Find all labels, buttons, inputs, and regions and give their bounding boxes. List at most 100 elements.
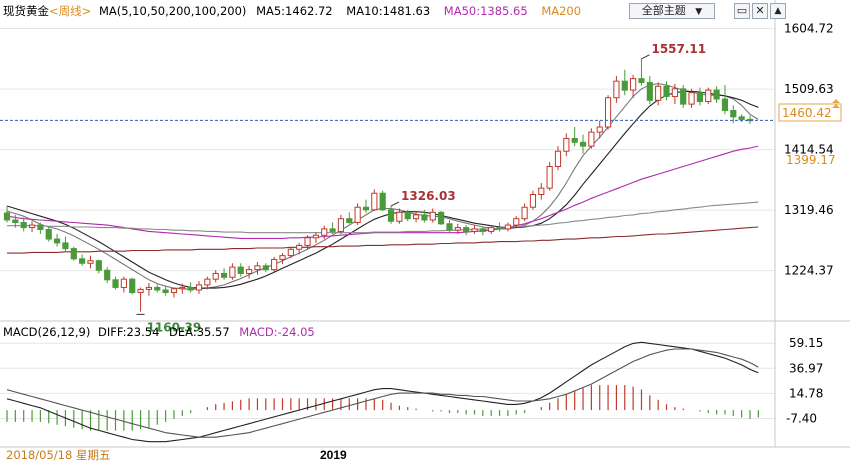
candle [79,254,86,266]
theme-dropdown[interactable]: 全部主题 ▼ [629,3,715,19]
candle [120,276,127,293]
ma10-value: MA10:1481.63 [346,4,430,18]
candle [12,214,19,228]
grid [0,0,776,447]
candle [671,83,678,105]
candle [638,58,645,86]
minimize-button[interactable]: ▭ [734,3,750,19]
ma50-line [6,145,759,239]
candle [546,162,553,191]
candle [279,253,286,264]
macd-dea-line [6,348,759,438]
candle [262,263,269,273]
candle [404,209,411,222]
candle [187,282,194,293]
candle [438,211,445,226]
candle [730,105,737,124]
candle [304,235,311,250]
chevron-down-icon: ▼ [695,7,703,17]
high-annotation: 1557.11 [651,42,706,56]
candle [379,190,386,212]
candle [713,86,720,103]
candle [20,217,27,232]
price-annotations: 1326.03 1160.39 1557.11 [136,42,706,334]
candle [504,222,511,232]
candle [579,134,587,154]
candle [204,276,211,290]
ma100-line [7,201,759,234]
candle [521,203,528,222]
macd-tick-label: 59.15 [789,336,823,350]
macd-axis-ticks: 59.15 36.97 14.78 -7.40 [786,336,823,425]
ma10-line [6,90,759,289]
instrument-name: 现货黄金 [3,4,49,18]
candle [170,287,178,298]
candle [646,76,653,105]
period-label[interactable]: <周线> [49,4,91,18]
candle [212,270,219,283]
candle [329,222,336,234]
candle [596,120,603,139]
candle [705,87,712,105]
high-annotation: 1326.03 [401,189,456,203]
candle [362,199,370,213]
candle [529,190,537,210]
candle [287,246,294,259]
close-icon: ✕ [755,4,765,17]
candle [371,189,378,212]
macd-tick-label: 36.97 [789,361,823,375]
candle [412,211,420,223]
candle [137,287,144,312]
candle [3,205,11,223]
macd-tick-label: -7.40 [786,411,817,425]
price-tick-label: 1319.46 [784,203,834,217]
candle [28,221,36,233]
macd-dea-value: DEA:35.57 [169,325,230,339]
ma200-label: MA200 [541,4,581,18]
candle [337,214,345,234]
svg-text:现货黄金<周线> MA(5,10,50,200,10: 现货黄金<周线> MA(5,10,50,200,100,200) MA5:146… [3,4,581,18]
candle [195,281,203,294]
ma200-price-tag: 1399.17 [786,153,836,167]
candle [621,69,628,96]
candle [37,222,44,234]
annotation-tick [390,201,400,207]
candle [104,267,111,283]
price-tick-label: 1604.72 [784,22,834,36]
theme-dropdown-label: 全部主题 [641,4,686,17]
candle [87,255,94,269]
price-tick-label: 1414.54 [784,143,834,157]
candle [554,146,562,171]
candle [112,276,119,290]
price-tick-label: 1224.37 [784,264,834,278]
candle [321,225,328,240]
candle [396,208,403,224]
macd-tick-label: 14.78 [789,386,823,400]
price-axis-ticks: 1604.72 1509.63 1414.54 1319.46 1224.37 [784,22,834,278]
ma200-line [7,226,759,254]
candle [354,203,361,226]
candle [488,225,495,234]
low-annotation: 1160.39 [147,320,202,334]
candle [513,216,520,228]
candle [312,232,319,243]
candle [446,219,453,233]
candle [463,225,470,236]
scroll-marker-icon[interactable] [832,99,840,108]
candle [220,268,228,280]
candle [429,208,436,223]
candle [496,222,503,232]
candle [563,133,570,157]
candle [696,87,703,106]
candle [471,225,478,234]
candle [271,256,278,273]
collapse-button[interactable]: ▲ [770,3,786,19]
price-tick-label: 1509.63 [784,82,834,96]
candle [346,212,353,224]
candle [296,242,303,255]
candle [179,283,186,294]
close-button[interactable]: ✕ [752,3,768,19]
candle [588,128,595,149]
candle [54,233,61,247]
candle [237,263,244,277]
